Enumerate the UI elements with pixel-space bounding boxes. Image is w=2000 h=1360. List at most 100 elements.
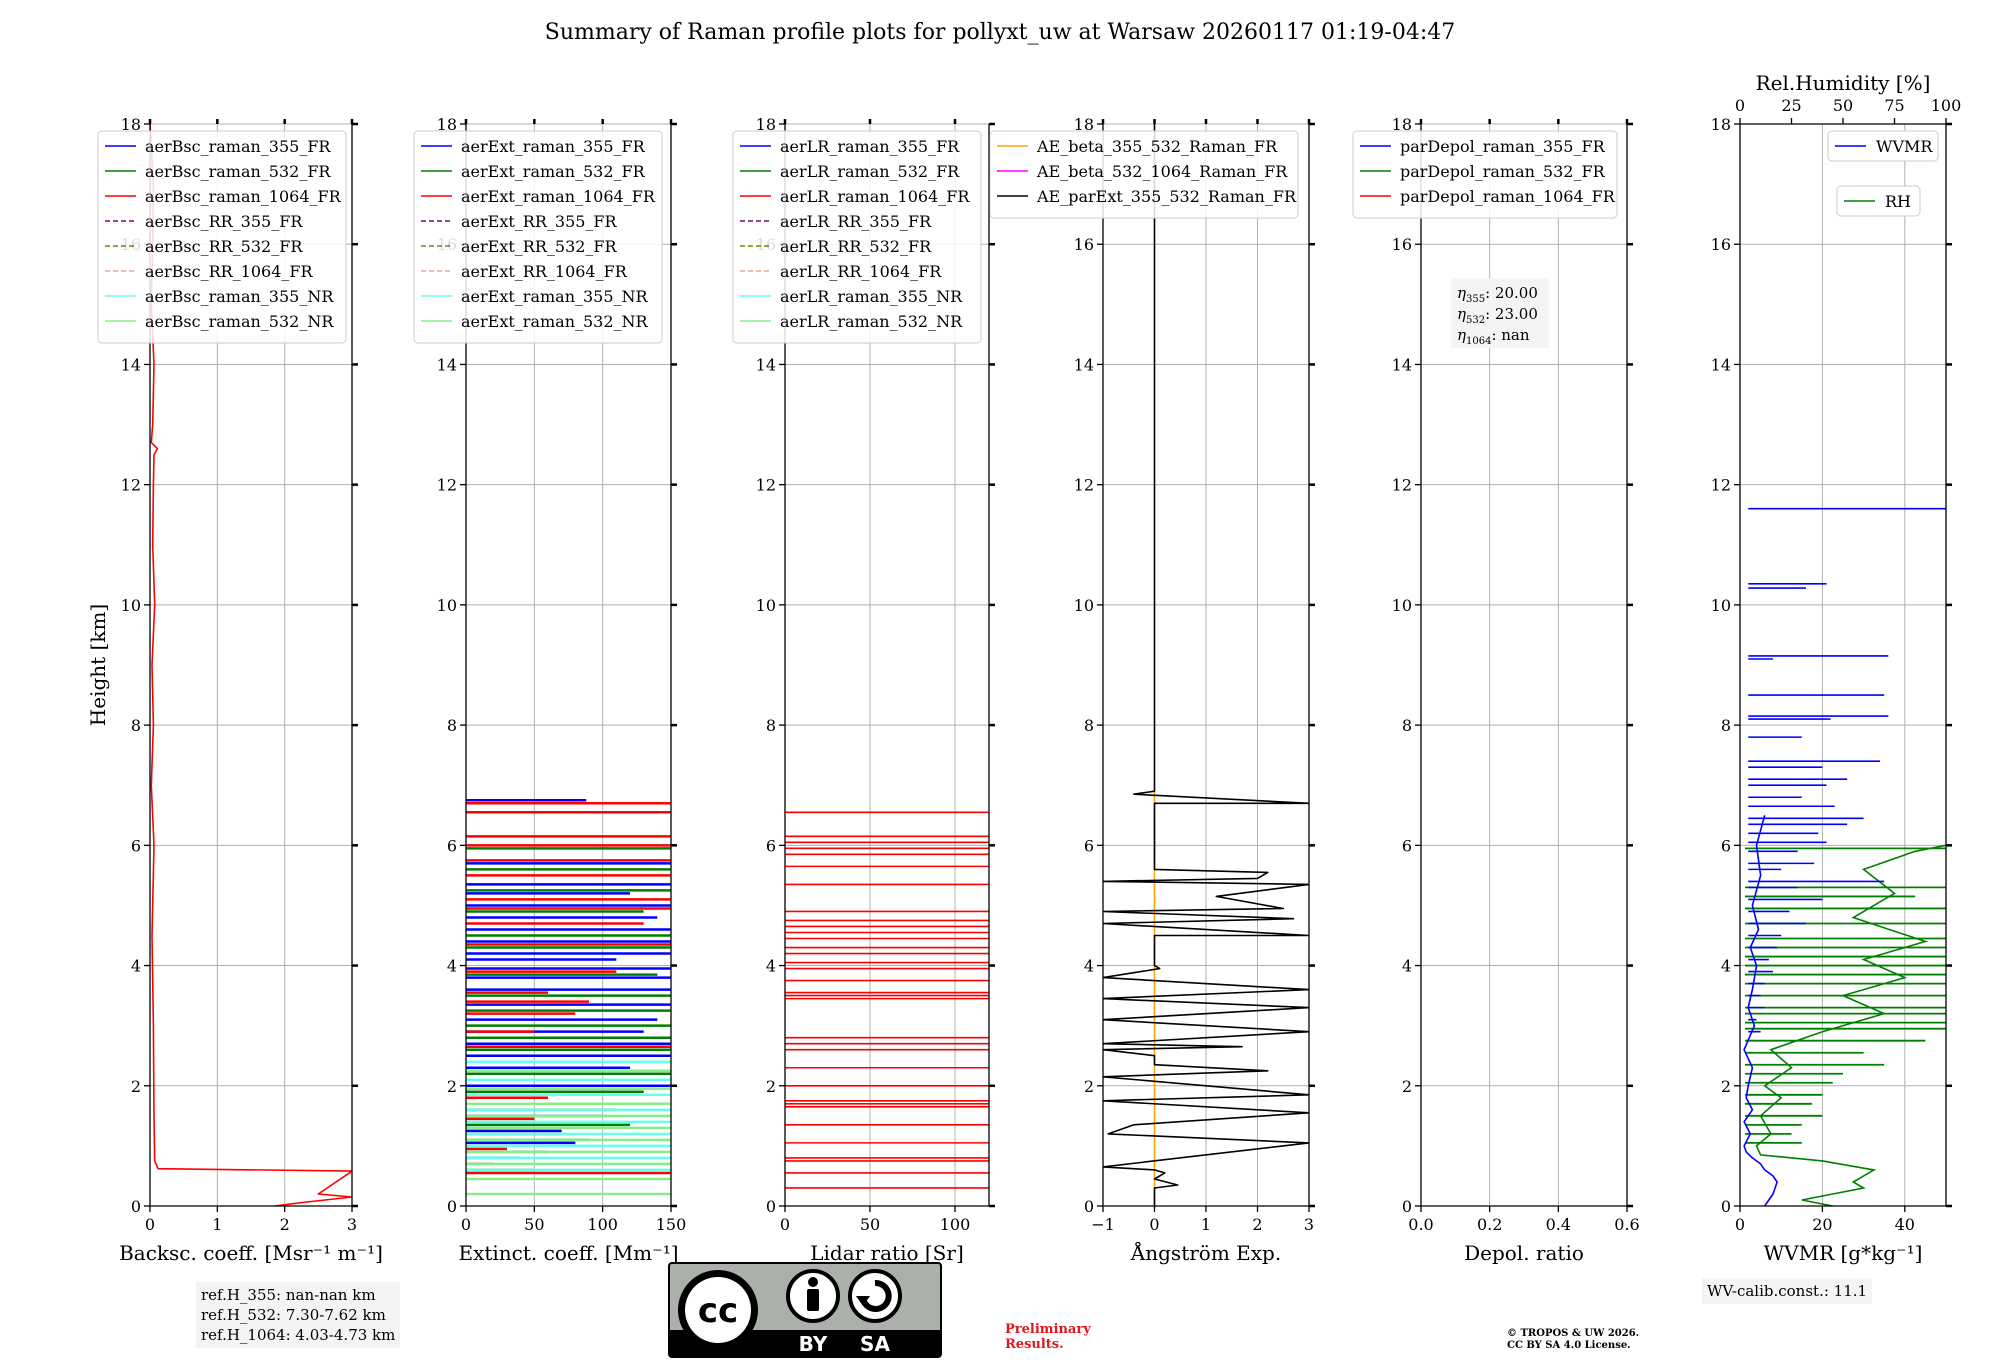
ytick-label: 18 bbox=[1392, 115, 1412, 134]
ytick-label: 18 bbox=[437, 115, 457, 134]
legend-label: parDepol_raman_532_FR bbox=[1400, 162, 1606, 181]
legend-box bbox=[732, 130, 982, 344]
legend-label: parDepol_raman_1064_FR bbox=[1400, 187, 1616, 206]
ytick-label: 4 bbox=[1721, 957, 1731, 976]
wvmr-profile bbox=[1743, 815, 1778, 1206]
xtick-label: 40 bbox=[1895, 1215, 1915, 1234]
ytick-label: 14 bbox=[756, 355, 776, 374]
badge-sa-label: SA bbox=[860, 1332, 890, 1356]
legend-label: aerLR_raman_1064_FR bbox=[780, 187, 970, 206]
xtick-label: −1 bbox=[1091, 1215, 1115, 1234]
legend-label: WVMR bbox=[1876, 137, 1933, 156]
legend-box bbox=[989, 130, 1299, 219]
ytick-label: 0 bbox=[766, 1197, 776, 1216]
ytick-label: 8 bbox=[1402, 716, 1412, 735]
ytick-label: 14 bbox=[121, 355, 141, 374]
xtick-label: 50 bbox=[860, 1215, 880, 1234]
series-group-ext bbox=[466, 799, 671, 1196]
legend-box bbox=[97, 130, 347, 344]
ytick-label: 6 bbox=[447, 836, 457, 855]
ytick-label: 0 bbox=[131, 1197, 141, 1216]
xtick-label: 20 bbox=[1812, 1215, 1832, 1234]
xtick-label: 100 bbox=[940, 1215, 971, 1234]
legend-label: aerBsc_raman_1064_FR bbox=[145, 187, 342, 206]
ytick-label: 8 bbox=[131, 716, 141, 735]
legend-label: aerBsc_RR_1064_FR bbox=[145, 262, 314, 281]
legend-label: aerExt_raman_355_NR bbox=[461, 287, 649, 306]
xtick-label: 0.2 bbox=[1477, 1215, 1502, 1234]
ytick-label: 10 bbox=[1711, 596, 1731, 615]
xtick-label: 2 bbox=[280, 1215, 290, 1234]
legend-rh: RH bbox=[1836, 185, 1921, 217]
legend-label: parDepol_raman_355_FR bbox=[1400, 137, 1606, 156]
x-axis-label: Ångström Exp. bbox=[1130, 1240, 1281, 1265]
cc-by-sa-license-badge: cc BY SA bbox=[668, 1262, 942, 1358]
top-axis-label: Rel.Humidity [%] bbox=[1756, 71, 1931, 95]
xtick-label: 0.4 bbox=[1546, 1215, 1571, 1234]
ytick-label: 0 bbox=[1721, 1197, 1731, 1216]
legend-ae: AE_beta_355_532_Raman_FR AE_beta_532_1064… bbox=[989, 130, 1299, 219]
ytick-label: 0 bbox=[1084, 1197, 1094, 1216]
xtick-label: 3 bbox=[1304, 1215, 1314, 1234]
ytick-label: 0 bbox=[447, 1197, 457, 1216]
legend-label: aerExt_raman_532_FR bbox=[461, 162, 646, 181]
ytick-label: 14 bbox=[1392, 355, 1412, 374]
panel-ext: 024681012141618050100150Extinct. coeff. … bbox=[413, 115, 687, 1265]
series-group-ae bbox=[1103, 124, 1309, 1206]
y-axis-label: Height [km] bbox=[86, 604, 110, 726]
xtick-label: 0 bbox=[1149, 1215, 1159, 1234]
reference-height-box: ref.H_355: nan-nan km ref.H_532: 7.30-7.… bbox=[196, 1282, 401, 1348]
legend-box bbox=[1352, 130, 1618, 219]
ytick-label: 16 bbox=[1392, 235, 1412, 254]
ytick-label: 14 bbox=[437, 355, 457, 374]
ytick-label: 12 bbox=[756, 476, 776, 495]
legend-label: aerLR_RR_1064_FR bbox=[780, 262, 942, 281]
legend-ext: aerExt_raman_355_FR aerExt_raman_532_FRae… bbox=[413, 130, 663, 344]
eta-532: η532: 23.00 bbox=[1457, 305, 1538, 326]
ytick-label: 18 bbox=[1711, 115, 1731, 134]
ref-h-532: ref.H_532: 7.30-7.62 km bbox=[201, 1306, 386, 1324]
ytick-label: 2 bbox=[447, 1077, 457, 1096]
rh-profile bbox=[1755, 844, 1946, 1206]
top-xtick-label: 100 bbox=[1931, 96, 1962, 115]
ytick-label: 14 bbox=[1711, 355, 1731, 374]
top-xtick-label: 25 bbox=[1781, 96, 1801, 115]
legend-label: aerBsc_raman_355_FR bbox=[145, 137, 331, 156]
ytick-label: 12 bbox=[1392, 476, 1412, 495]
legend-label: aerBsc_RR_532_FR bbox=[145, 237, 303, 256]
ytick-label: 12 bbox=[437, 476, 457, 495]
xtick-label: 0 bbox=[1735, 1215, 1745, 1234]
legend-label: AE_parExt_355_532_Raman_FR bbox=[1036, 187, 1297, 206]
x-axis-label: Backsc. coeff. [Msr⁻¹ m⁻¹] bbox=[119, 1241, 383, 1265]
ytick-label: 6 bbox=[1721, 836, 1731, 855]
x-axis-label: Depol. ratio bbox=[1464, 1241, 1584, 1265]
ytick-label: 4 bbox=[1402, 957, 1412, 976]
ytick-label: 18 bbox=[1074, 115, 1094, 134]
ytick-label: 6 bbox=[1402, 836, 1412, 855]
ytick-label: 8 bbox=[766, 716, 776, 735]
xtick-label: 0 bbox=[461, 1215, 471, 1234]
preliminary-line-2: Results. bbox=[1005, 1337, 1064, 1352]
xtick-label: 1 bbox=[1201, 1215, 1211, 1234]
panel-lr: 024681012141618050100Lidar ratio [Sr]aer… bbox=[732, 115, 995, 1265]
ytick-label: 10 bbox=[1392, 596, 1412, 615]
legend-label: aerExt_raman_1064_FR bbox=[461, 187, 656, 206]
share-alike-icon bbox=[848, 1269, 902, 1323]
ytick-label: 2 bbox=[1721, 1077, 1731, 1096]
legend-label: aerExt_RR_355_FR bbox=[461, 212, 618, 231]
ytick-label: 4 bbox=[1084, 957, 1094, 976]
legend-label: aerBsc_raman_355_NR bbox=[145, 287, 334, 306]
legend-box bbox=[413, 130, 663, 344]
ytick-label: 14 bbox=[1074, 355, 1094, 374]
legend-label: aerBsc_RR_355_FR bbox=[145, 212, 303, 231]
legend-label: aerExt_raman_532_NR bbox=[461, 312, 649, 331]
xtick-label: 150 bbox=[656, 1215, 687, 1234]
ytick-label: 10 bbox=[121, 596, 141, 615]
ytick-label: 2 bbox=[1084, 1077, 1094, 1096]
ref-h-1064: ref.H_1064: 4.03-4.73 km bbox=[201, 1326, 396, 1344]
copyright-line-2: CC BY SA 4.0 License. bbox=[1507, 1340, 1631, 1351]
ytick-label: 8 bbox=[1721, 716, 1731, 735]
figure-title: Summary of Raman profile plots for polly… bbox=[544, 20, 1456, 45]
ref-h-355: ref.H_355: nan-nan km bbox=[201, 1286, 376, 1304]
